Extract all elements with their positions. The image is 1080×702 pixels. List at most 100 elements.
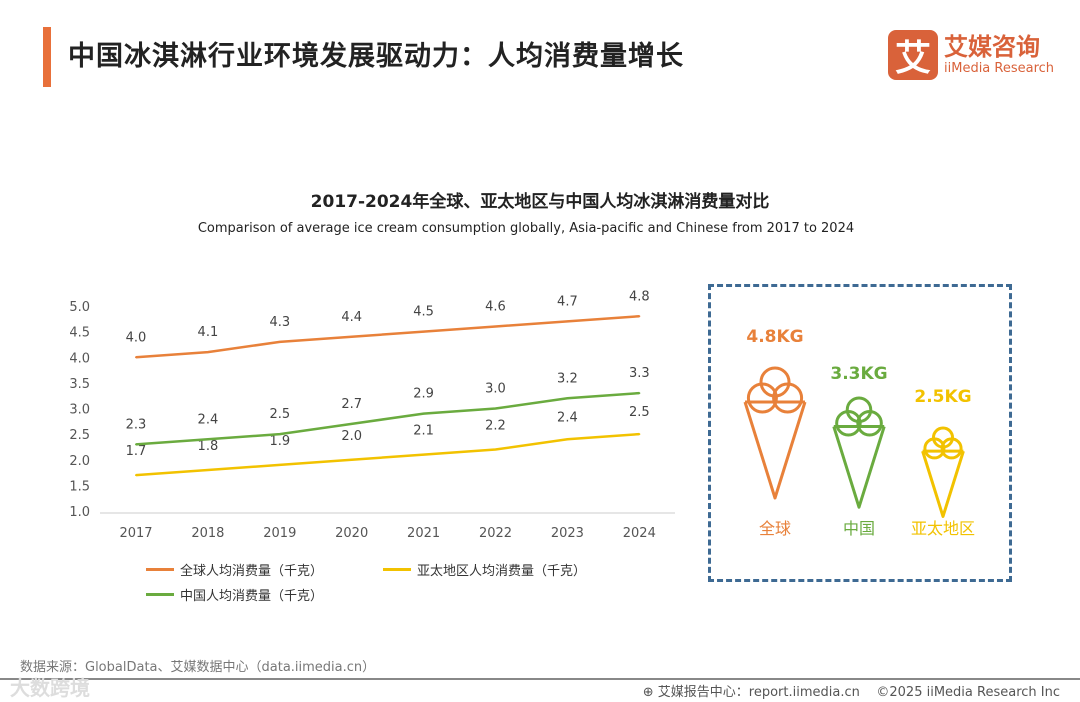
y-tick-label: 5.0 bbox=[69, 300, 90, 315]
data-label: 3.2 bbox=[557, 371, 578, 386]
infographic-value: 4.8KG bbox=[746, 327, 803, 347]
data-point bbox=[566, 320, 569, 323]
legend-item-global: 全球人均消费量（千克） bbox=[146, 560, 323, 579]
data-point bbox=[422, 453, 425, 456]
data-point bbox=[206, 469, 209, 471]
data-label: 4.7 bbox=[557, 294, 578, 309]
data-point bbox=[494, 325, 497, 328]
watermark: 大数跨境 bbox=[10, 676, 90, 700]
data-point bbox=[135, 356, 137, 359]
y-tick-label: 1.0 bbox=[69, 505, 90, 520]
data-point bbox=[278, 433, 281, 436]
data-point bbox=[206, 438, 209, 441]
chart-title: 2017-2024年全球、亚太地区与中国人均冰淇淋消费量对比 bbox=[310, 192, 770, 212]
legend-label: 亚太地区人均消费量（千克） bbox=[417, 564, 587, 579]
data-point bbox=[350, 335, 353, 338]
x-tick-label: 2018 bbox=[191, 526, 224, 541]
scoop-icon bbox=[940, 437, 963, 460]
cone-icon bbox=[832, 426, 886, 509]
data-point bbox=[422, 412, 425, 415]
data-label: 2.0 bbox=[341, 429, 362, 444]
data-label: 2.7 bbox=[341, 397, 362, 412]
data-label: 4.4 bbox=[341, 310, 362, 325]
data-point bbox=[206, 351, 209, 354]
y-tick-label: 3.5 bbox=[69, 377, 90, 392]
data-point bbox=[566, 438, 569, 441]
data-point bbox=[350, 422, 353, 425]
x-tick-label: 2023 bbox=[551, 526, 584, 541]
logo-mark: 艾 bbox=[888, 30, 938, 80]
data-label: 2.5 bbox=[269, 407, 290, 422]
data-point bbox=[422, 330, 425, 333]
x-tick-label: 2020 bbox=[335, 526, 368, 541]
series-line bbox=[135, 315, 640, 359]
cone-icon bbox=[921, 450, 965, 518]
scoop-icon bbox=[772, 382, 804, 414]
logo: 艾 艾媒咨询 iiMedia Research bbox=[888, 30, 1054, 80]
y-tick-label: 4.5 bbox=[69, 326, 90, 341]
data-point bbox=[278, 463, 281, 466]
y-tick-label: 4.0 bbox=[69, 351, 90, 366]
x-tick-label: 2019 bbox=[263, 526, 296, 541]
data-label: 1.8 bbox=[198, 439, 219, 454]
scoop-icon bbox=[835, 409, 862, 437]
data-label: 1.9 bbox=[269, 434, 290, 449]
infographic-label: 全球 bbox=[759, 519, 791, 538]
copyright: ©2025 iiMedia Research Inc bbox=[876, 685, 1060, 700]
data-point bbox=[638, 433, 641, 436]
footer-text: ⊕ 艾媒报告中心：report.iimedia.cn ©2025 iiMedia… bbox=[643, 681, 1060, 700]
title-accent-bar bbox=[43, 27, 51, 87]
data-point bbox=[135, 474, 137, 477]
legend-item-asia-pacific: 亚太地区人均消费量（千克） bbox=[383, 560, 586, 579]
data-label: 3.0 bbox=[485, 382, 506, 397]
infographic-label: 亚太地区 bbox=[911, 519, 975, 538]
series-line bbox=[135, 432, 640, 477]
infographic-label: 中国 bbox=[843, 519, 875, 538]
data-label: 4.3 bbox=[269, 315, 290, 330]
scoop-icon bbox=[856, 409, 883, 437]
data-point bbox=[638, 315, 641, 318]
data-point bbox=[135, 443, 137, 446]
data-label: 2.9 bbox=[413, 387, 434, 402]
data-label: 4.6 bbox=[485, 300, 506, 315]
y-tick-label: 1.5 bbox=[69, 479, 90, 494]
series-line bbox=[135, 391, 640, 446]
cone-icon bbox=[743, 401, 807, 500]
data-point bbox=[638, 392, 641, 395]
legend-swatch bbox=[146, 593, 174, 596]
data-point bbox=[278, 340, 281, 343]
data-point bbox=[494, 448, 497, 451]
report-link[interactable]: 艾媒报告中心：report.iimedia.cn bbox=[657, 685, 860, 700]
infographic-value: 2.5KG bbox=[914, 387, 971, 407]
scoop-icon bbox=[746, 382, 778, 414]
data-label: 2.3 bbox=[126, 417, 147, 432]
data-label: 4.8 bbox=[629, 289, 650, 304]
chart-subtitle: Comparison of average ice cream consumpt… bbox=[197, 221, 855, 236]
page-title: 中国冰淇淋行业环境发展驱动力：人均消费量增长 bbox=[68, 41, 684, 72]
data-point bbox=[566, 397, 569, 400]
data-label: 3.3 bbox=[629, 366, 650, 381]
x-tick-label: 2017 bbox=[119, 526, 152, 541]
data-label: 2.4 bbox=[198, 412, 219, 427]
globe-icon: ⊕ bbox=[642, 685, 654, 700]
infographic-value: 3.3KG bbox=[830, 364, 887, 384]
data-label: 2.2 bbox=[485, 419, 506, 434]
x-tick-label: 2022 bbox=[479, 526, 512, 541]
logo-cn: 艾媒咨询 bbox=[944, 33, 1040, 61]
data-label: 4.1 bbox=[198, 325, 219, 340]
data-label: 4.5 bbox=[413, 305, 434, 320]
infographic-box bbox=[708, 284, 1012, 582]
data-point bbox=[350, 458, 353, 461]
y-tick-label: 2.0 bbox=[69, 454, 90, 469]
x-tick-label: 2024 bbox=[623, 526, 656, 541]
data-label: 2.5 bbox=[629, 405, 650, 420]
data-label: 1.7 bbox=[126, 444, 147, 459]
legend-label: 全球人均消费量（千克） bbox=[180, 564, 324, 579]
footer-divider bbox=[0, 678, 1080, 680]
data-label: 4.0 bbox=[126, 330, 147, 345]
logo-en: iiMedia Research bbox=[944, 61, 1055, 76]
y-tick-label: 3.0 bbox=[69, 403, 90, 418]
data-label: 2.4 bbox=[557, 410, 578, 425]
